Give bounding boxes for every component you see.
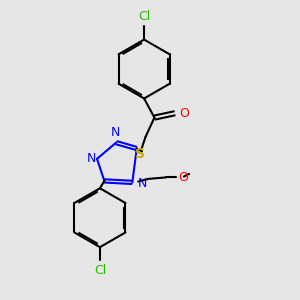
Text: N: N [86, 152, 96, 165]
Text: O: O [179, 107, 189, 120]
Text: S: S [135, 147, 145, 161]
Text: N: N [111, 125, 120, 139]
Text: O: O [178, 171, 188, 184]
Text: Cl: Cl [94, 264, 106, 277]
Text: N: N [138, 177, 147, 190]
Text: Cl: Cl [138, 11, 150, 23]
